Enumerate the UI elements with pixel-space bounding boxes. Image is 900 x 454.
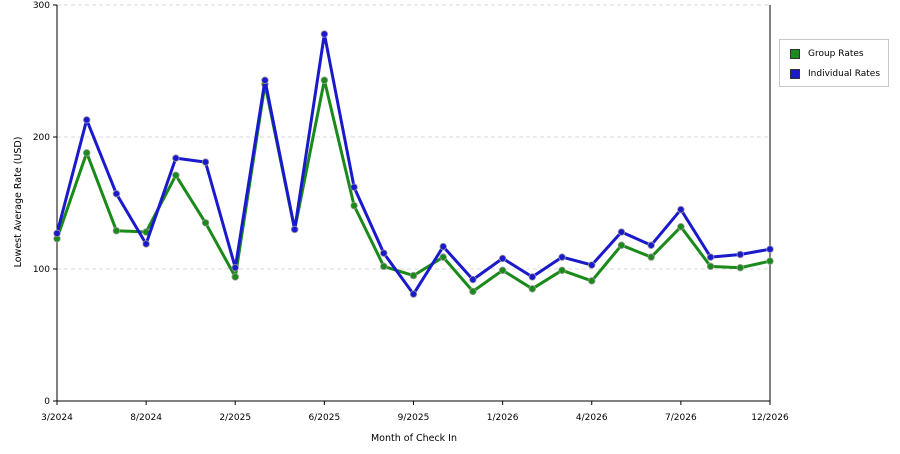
data-point-individual-rates <box>290 225 299 234</box>
legend-swatch-group <box>790 49 800 59</box>
data-point-individual-rates <box>261 76 269 84</box>
series-lines <box>53 30 774 298</box>
data-point-individual-rates <box>558 253 566 261</box>
x-tick-label: 12/2026 <box>751 413 789 423</box>
data-point-group-rates <box>469 287 477 296</box>
data-point-individual-rates <box>231 263 239 272</box>
data-point-group-rates <box>766 257 774 265</box>
data-point-group-rates <box>112 227 121 235</box>
data-point-group-rates <box>617 241 626 249</box>
data-point-group-rates <box>83 149 91 157</box>
data-point-individual-rates <box>677 205 685 214</box>
data-point-group-rates <box>736 263 744 272</box>
y-tick-label: 200 <box>33 133 50 143</box>
data-point-group-rates <box>439 253 447 261</box>
legend-item-group: Group Rates <box>790 47 864 61</box>
legend-label-individual: Individual Rates <box>808 69 881 79</box>
data-point-group-rates <box>706 262 715 271</box>
data-point-group-rates <box>528 285 537 293</box>
data-point-individual-rates <box>469 275 477 284</box>
data-point-group-rates <box>231 273 239 281</box>
data-point-individual-rates <box>439 242 447 251</box>
data-point-group-rates <box>647 253 655 261</box>
series-line-group-rates <box>55 78 771 293</box>
data-point-individual-rates <box>498 254 507 263</box>
data-point-individual-rates <box>350 183 358 191</box>
data-point-individual-rates <box>617 228 626 236</box>
data-point-group-rates <box>409 271 418 280</box>
data-point-individual-rates <box>142 240 150 248</box>
data-point-group-rates <box>677 223 685 231</box>
x-tick-label: 1/2026 <box>487 413 519 423</box>
data-point-individual-rates <box>588 261 596 269</box>
data-point-individual-rates <box>201 158 210 166</box>
data-point-individual-rates <box>320 30 329 38</box>
series-line-individual-rates <box>55 32 771 296</box>
data-point-individual-rates <box>380 249 388 257</box>
legend-item-individual: Individual Rates <box>790 67 880 81</box>
data-point-individual-rates <box>736 250 744 259</box>
legend-label-group: Group Rates <box>808 49 864 59</box>
data-point-individual-rates <box>112 190 121 198</box>
x-tick-label: 8/2024 <box>130 413 162 423</box>
tick-labels: 0 100 200 300 3/2024 8/2024 2/2025 6/2025 9/2025… <box>33 1 789 423</box>
axes <box>53 4 771 405</box>
y-axis-title: Lowest Average Rate (USD) <box>13 137 24 268</box>
data-point-group-rates <box>380 262 388 271</box>
data-point-group-rates <box>558 266 566 275</box>
data-point-group-rates <box>498 266 507 275</box>
data-point-individual-rates <box>528 273 537 281</box>
x-axis-title: Month of Check In <box>371 433 457 444</box>
data-point-individual-rates <box>53 229 61 238</box>
data-point-individual-rates <box>172 154 180 162</box>
x-tick-label: 2/2025 <box>219 413 251 423</box>
data-point-group-rates <box>350 201 358 210</box>
x-tick-label: 6/2025 <box>309 413 341 423</box>
x-tick-label: 7/2026 <box>665 413 697 423</box>
legend-swatch-individual <box>790 69 800 79</box>
y-tick-label: 300 <box>33 1 50 11</box>
x-tick-label: 4/2026 <box>576 413 608 423</box>
data-point-group-rates <box>320 76 329 84</box>
data-point-group-rates <box>201 219 210 227</box>
x-tick-label: 9/2025 <box>398 413 430 423</box>
data-point-group-rates <box>172 171 180 179</box>
data-point-individual-rates <box>647 241 655 249</box>
data-point-individual-rates <box>83 116 91 124</box>
data-point-group-rates <box>588 277 596 285</box>
y-tick-label: 0 <box>44 397 50 407</box>
x-tick-label: 3/2024 <box>41 413 73 423</box>
data-point-individual-rates <box>766 245 774 253</box>
data-point-individual-rates <box>706 253 715 261</box>
y-tick-label: 100 <box>33 265 50 275</box>
data-point-individual-rates <box>409 290 418 298</box>
legend: Group Rates Individual Rates <box>779 39 889 87</box>
